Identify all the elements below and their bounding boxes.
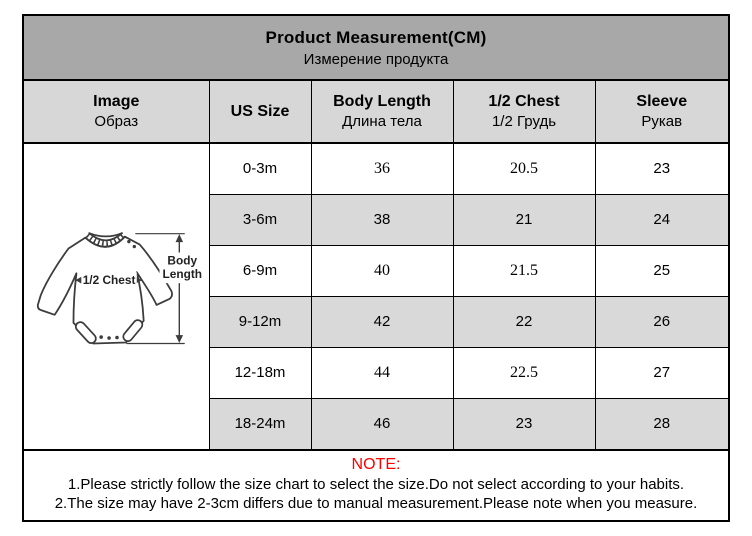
sleeve-cell: 24 [594,193,729,246]
header-row: Image Образ US Size Body Length Длина те… [23,80,729,144]
header-label-en: 1/2 Chest [488,93,560,110]
sleeve-cell: 23 [594,142,729,195]
button-dot [127,239,131,243]
half-chest-cell: 21 [452,193,596,246]
column-header-half-chest: 1/2 Chest 1/2 Грудь [452,80,596,144]
header-label-en: Sleeve [636,93,688,110]
note-line-2: 2.The size may have 2-3cm differs due to… [54,495,698,513]
note-line-1: 1.Please strictly follow the size chart … [67,475,685,493]
size-chart-sheet: Product Measurement(CM) Измерение продук… [22,14,730,522]
body-length-cell: 40 [310,244,454,297]
note-heading: NOTE: [351,456,401,474]
us-size-cell: 9-12m [208,295,312,348]
header-label-ru: Длина тела [342,113,422,130]
sleeve-cell: 28 [594,397,729,450]
snap-dot [107,335,112,340]
us-size-cell: 3-6m [208,193,312,246]
column-header-body-length: Body Length Длина тела [310,80,454,144]
chart-title-ru: Измерение продукта [303,50,449,68]
sleeve-cell: 27 [594,346,729,399]
half-chest-cell: 22.5 [452,346,596,399]
chart-title-en: Product Measurement(CM) [265,27,487,47]
body-length-cell: 36 [310,142,454,195]
body-length-label-plate [159,251,207,283]
snap-dot [99,334,104,339]
body-length-cell: 42 [310,295,454,348]
product-image-cell: 1/2 Chest Body Length [23,142,210,450]
table-row: 6-9m 40 21.5 25 [24,244,729,297]
half-chest-cell: 21.5 [452,244,596,297]
sleeve-cell: 25 [594,244,729,297]
header-label-en: Body Length [333,93,431,110]
header-label-ru: 1/2 Грудь [491,113,557,130]
half-chest-cell: 23 [452,397,596,450]
table-row: 3-6m 38 21 24 [24,193,729,246]
header-label-en: Image [93,93,140,110]
half-chest-cell: 20.5 [452,142,596,195]
column-header-image: Image Образ [23,80,210,144]
body-length-label: Body [168,253,198,267]
body-length-cell: 44 [310,346,454,399]
header-label-ru: Образ [94,113,139,130]
body-length-label: Length [163,267,203,281]
chest-label-plate [81,271,138,287]
table-row: 1/2 Chest Body Length 0-3m 36 20.5 23 [23,142,729,450]
column-header-sleeve: Sleeve Рукав [594,80,729,144]
snap-dot [115,335,120,339]
bodysuit-outline [37,235,174,344]
us-size-cell: 18-24m [208,397,312,450]
body-length-cell: 46 [310,397,454,450]
table-row: 18-24m 46 23 28 [24,397,729,450]
bodysuit-diagram: 1/2 Chest Body Length [37,231,207,344]
table-row: 9-12m 42 22 26 [24,295,729,348]
chest-dimension-label: 1/2 Chest [83,273,136,287]
body-length-cell: 38 [310,193,454,246]
table-body: 1/2 Chest Body Length 0-3m 36 20.5 23 3-… [23,142,729,450]
us-size-cell: 0-3m [208,142,312,195]
table-header: Image Образ US Size Body Length Длина те… [23,80,729,144]
header-label-ru: Рукав [641,113,683,130]
table-row: 12-18m 44 22.5 27 [24,346,729,399]
column-header-us-size: US Size [208,80,312,144]
us-size-cell: 12-18m [208,346,312,399]
button-dot [132,244,137,248]
note-section: NOTE: 1.Please strictly follow the size … [24,449,728,520]
measurement-table: Image Образ US Size Body Length Длина те… [23,80,729,450]
half-chest-cell: 22 [452,295,596,348]
leg-bands [75,318,144,344]
sleeve-cell: 26 [594,295,729,348]
us-size-cell: 6-9m [208,244,312,297]
chart-title: Product Measurement(CM) Измерение продук… [24,16,728,81]
header-label-en: US Size [230,102,290,120]
collar [84,231,127,248]
